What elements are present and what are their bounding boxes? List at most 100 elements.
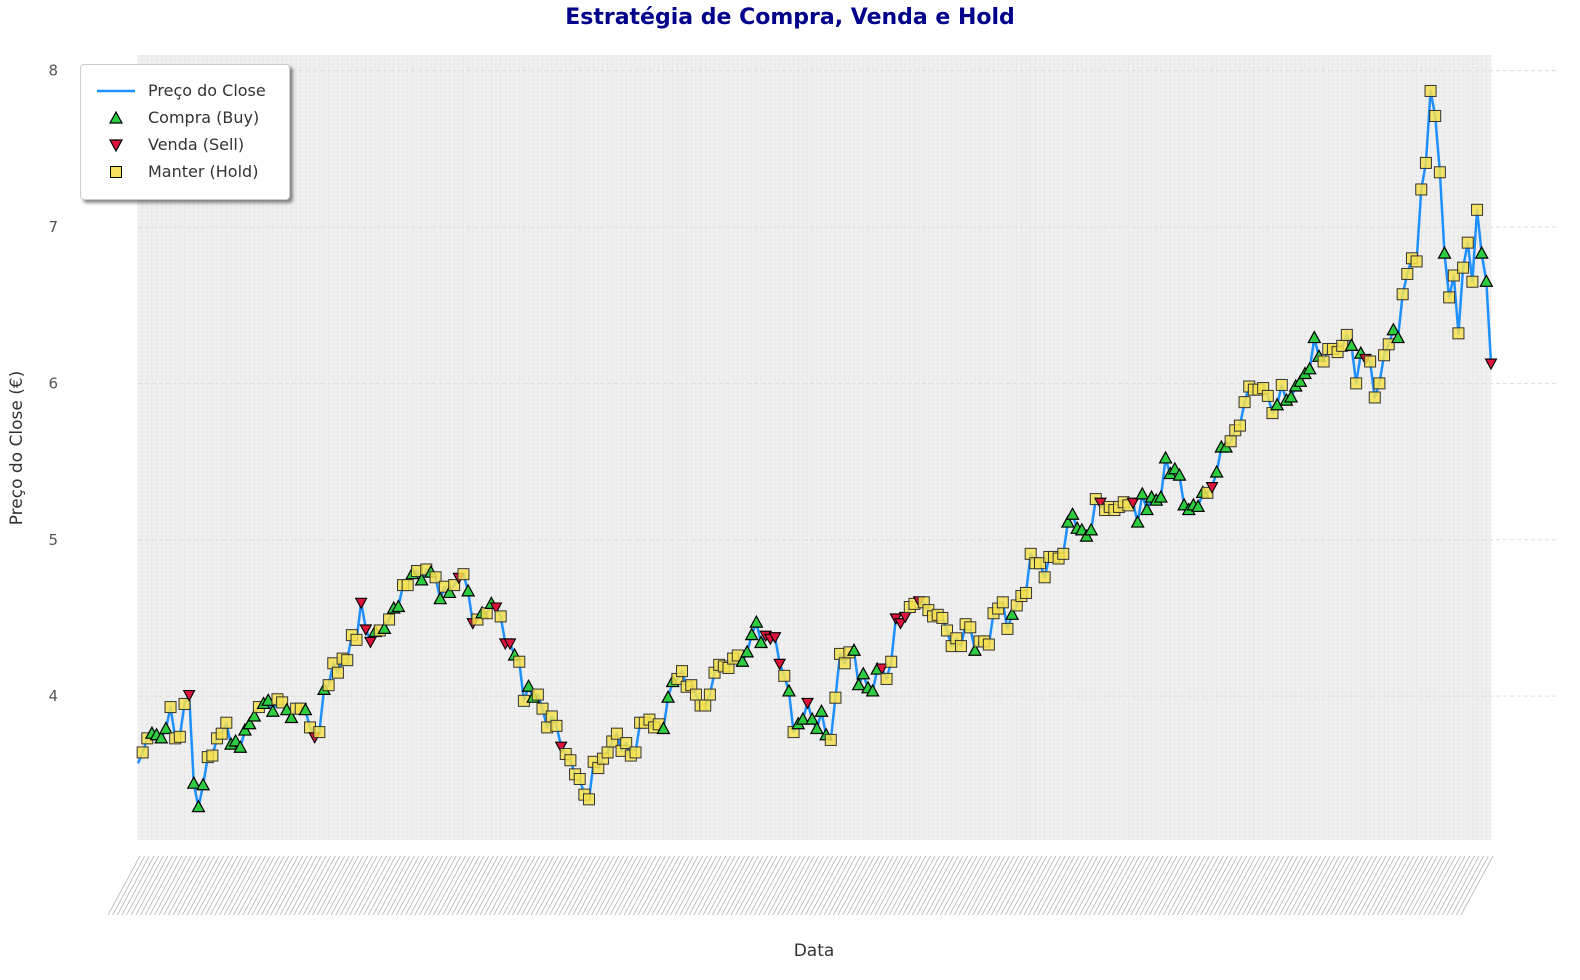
hold-marker: [164, 701, 177, 714]
x-tick-label: [1353, 855, 1387, 916]
x-tick-label: [633, 855, 666, 916]
buy-marker: [1390, 330, 1406, 344]
x-tick-label: [1125, 855, 1159, 916]
x-tick-label: [1307, 855, 1340, 916]
x-tick-label: [809, 855, 843, 916]
hold-marker: [1452, 327, 1465, 340]
x-tick-label: [270, 855, 304, 916]
x-tick-label: [1060, 855, 1094, 916]
x-tick-label: [149, 855, 183, 916]
x-tick-label: [1330, 855, 1364, 916]
x-tick-label: [502, 855, 536, 916]
hold-marker: [1410, 255, 1423, 268]
x-tick-label: [660, 855, 694, 916]
x-tick-label: [1256, 855, 1289, 916]
hold-marker: [564, 754, 577, 767]
hold-marker: [601, 746, 614, 759]
x-tick-label: [409, 855, 443, 916]
x-tick-label: [726, 855, 759, 916]
buy-marker: [1284, 389, 1299, 403]
buy-marker: [851, 677, 866, 691]
sell-marker: [1094, 497, 1107, 510]
buy-marker: [805, 711, 820, 725]
x-tick-label: [349, 855, 383, 916]
x-tick-label: [767, 855, 801, 916]
x-tick-label: [1177, 855, 1210, 916]
x-tick-label: [1046, 855, 1080, 916]
hold-marker: [550, 719, 563, 732]
x-tick-label: [391, 855, 424, 916]
x-tick-label: [986, 855, 1020, 916]
x-tick-label: [1270, 855, 1303, 916]
x-tick-label: [372, 855, 406, 916]
x-tick-label: [540, 855, 573, 916]
x-tick-label: [284, 855, 318, 916]
buy-marker: [1209, 464, 1224, 478]
x-tick-label: [1009, 855, 1043, 916]
buy-marker: [749, 614, 764, 628]
buy-marker: [377, 621, 392, 634]
buy-marker: [1293, 374, 1308, 387]
x-tick-label: [544, 855, 578, 916]
hold-marker: [1057, 547, 1070, 560]
x-tick-label: [749, 855, 782, 916]
y-tick-label: 5: [48, 531, 58, 549]
x-tick-label: [925, 855, 959, 916]
x-tick-label: [581, 855, 615, 916]
sell-marker: [354, 597, 368, 610]
x-tick-label: [805, 855, 838, 916]
x-tick-label: [1023, 855, 1057, 916]
x-tick-label: [888, 855, 922, 916]
x-tick-label: [205, 855, 238, 916]
buy-marker: [461, 583, 476, 597]
x-tick-label: [447, 855, 480, 916]
x-tick-label: [1321, 855, 1354, 916]
x-tick-label: [995, 855, 1029, 916]
x-tick-label: [935, 855, 968, 916]
x-tick-label: [326, 855, 359, 916]
x-tick-label: [591, 855, 624, 916]
hold-marker: [457, 568, 470, 581]
x-tick-label: [791, 855, 824, 916]
x-tick-label: [907, 855, 941, 916]
x-tick-label: [1000, 855, 1034, 916]
x-tick-label: [1367, 855, 1401, 916]
x-tick-label: [1195, 855, 1229, 916]
buy-marker: [1172, 467, 1187, 481]
x-tick-label: [753, 855, 787, 916]
x-tick-label: [819, 855, 852, 916]
x-tick-label: [1242, 855, 1275, 916]
fine-grid: [137, 55, 1492, 840]
x-tick-label: [874, 855, 908, 916]
x-tick-label: [902, 855, 936, 916]
line-icon: [97, 89, 135, 93]
x-tick-label: [330, 855, 364, 916]
buy-marker: [186, 775, 201, 789]
x-tick-label: [1088, 855, 1122, 916]
x-tick-label: [1376, 855, 1410, 916]
x-tick-label: [1042, 855, 1075, 916]
sell-marker: [359, 624, 373, 637]
x-tick-label: [721, 855, 755, 916]
x-tick-label: [1084, 855, 1117, 916]
x-tick-label: [1204, 855, 1238, 916]
x-tick-label: [381, 855, 415, 916]
buy-marker: [1386, 322, 1401, 336]
x-tick-label: [465, 855, 499, 916]
x-tick-label: [642, 855, 676, 916]
x-tick-label: [739, 855, 773, 916]
x-tick-label: [619, 855, 652, 916]
x-tick-label: [916, 855, 950, 916]
hold-marker: [1350, 377, 1363, 390]
x-tick-label: [112, 855, 146, 916]
hold-marker: [1415, 183, 1428, 196]
x-tick-label: [1381, 855, 1415, 916]
buy-marker: [247, 708, 262, 722]
x-tick-label: [242, 855, 276, 916]
x-tick-label: [437, 855, 471, 916]
x-tick-label: [1223, 855, 1257, 916]
sell-marker: [489, 602, 503, 615]
buy-marker: [1139, 502, 1154, 516]
square-icon: [110, 166, 122, 178]
